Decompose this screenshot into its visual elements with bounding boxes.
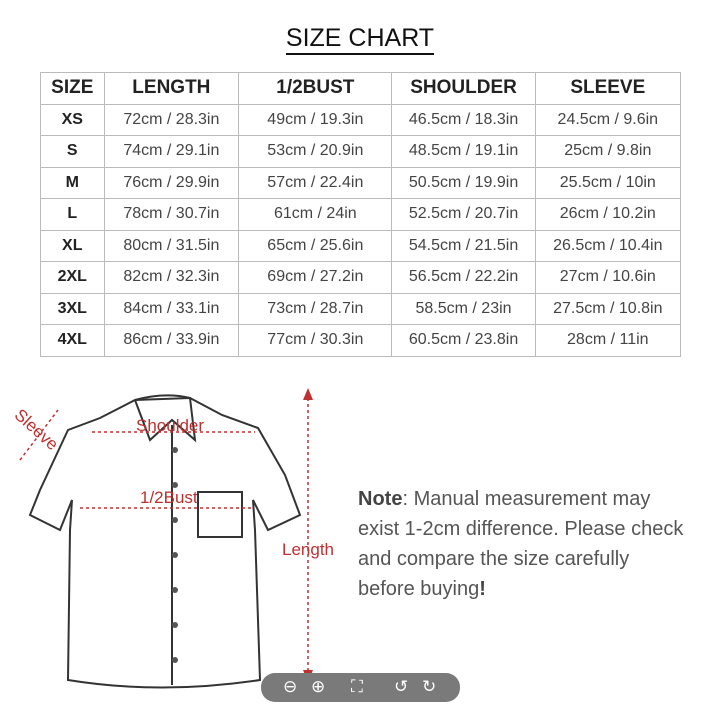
table-row: 3XL 84cm / 33.1in 73cm / 28.7in 58.5cm / 23… xyxy=(40,292,682,325)
column-header: 1/2BUST xyxy=(238,72,393,105)
size-cell: S xyxy=(40,135,105,168)
measurement-cell: 61cm / 24in xyxy=(238,198,393,231)
measurement-cell: 65cm / 25.6in xyxy=(238,229,393,262)
column-header: SHOULDER xyxy=(391,72,536,105)
page-title: SIZE CHART xyxy=(0,24,720,55)
measurement-cell: 80cm / 31.5in xyxy=(103,229,240,262)
measurement-cell: 60.5cm / 23.8in xyxy=(391,324,536,357)
measurement-cell: 57cm / 22.4in xyxy=(238,166,393,199)
measurement-cell: 28cm / 11in xyxy=(534,324,682,357)
size-chart-table: SIZE LENGTH 1/2BUST SHOULDER SLEEVE XS 72cm /… xyxy=(40,72,682,357)
measurement-cell: 76cm / 29.9in xyxy=(103,166,240,199)
size-cell: 4XL xyxy=(40,324,105,357)
image-viewer-toolbar: ⊖ ⊕ ⛶ ↺ ↻ xyxy=(261,673,460,702)
measurement-cell: 53cm / 20.9in xyxy=(238,135,393,168)
measurement-cell: 54.5cm / 21.5in xyxy=(391,229,536,262)
size-cell: 3XL xyxy=(40,292,105,325)
table-row: 2XL 82cm / 32.3in 69cm / 27.2in 56.5cm / 22… xyxy=(40,261,682,294)
length-label: Length xyxy=(282,540,334,559)
rotate-right-icon[interactable]: ↻ xyxy=(422,677,437,696)
size-cell: 2XL xyxy=(40,261,105,294)
measurement-cell: 77cm / 30.3in xyxy=(238,324,393,357)
measurement-cell: 73cm / 28.7in xyxy=(238,292,393,325)
size-cell: M xyxy=(40,166,105,199)
measurement-cell: 26.5cm / 10.4in xyxy=(534,229,682,262)
measurement-cell: 24.5cm / 9.6in xyxy=(534,103,682,136)
measurement-cell: 78cm / 30.7in xyxy=(103,198,240,231)
column-header: LENGTH xyxy=(103,72,240,105)
measurement-cell: 72cm / 28.3in xyxy=(103,103,240,136)
measurement-cell: 25cm / 9.8in xyxy=(534,135,682,168)
table-row: 4XL 86cm / 33.9in 77cm / 30.3in 60.5cm / 23… xyxy=(40,324,682,357)
measurement-cell: 50.5cm / 19.9in xyxy=(391,166,536,199)
column-header: SLEEVE xyxy=(534,72,682,105)
fullscreen-icon[interactable]: ⛶ xyxy=(351,677,363,696)
measurement-cell: 25.5cm / 10in xyxy=(534,166,682,199)
zoom-out-icon[interactable]: ⊖ xyxy=(283,677,298,696)
rotate-left-icon[interactable]: ↺ xyxy=(394,677,409,696)
table-row: S 74cm / 29.1in 53cm / 20.9in 48.5cm / 19.1… xyxy=(40,135,682,168)
size-cell: XS xyxy=(40,103,105,136)
measurement-cell: 82cm / 32.3in xyxy=(103,261,240,294)
table-header: SIZE LENGTH 1/2BUST SHOULDER SLEEVE xyxy=(40,72,682,105)
size-cell: XL xyxy=(40,229,105,262)
measurement-cell: 27cm / 10.6in xyxy=(534,261,682,294)
measurement-note: Note: Manual measurement may exist 1-2cm… xyxy=(358,488,684,600)
measurement-cell: 52.5cm / 20.7in xyxy=(391,198,536,231)
measurement-cell: 56.5cm / 22.2in xyxy=(391,261,536,294)
table-row: L 78cm / 30.7in 61cm / 24in 52.5cm / 20.7in… xyxy=(40,198,682,231)
zoom-in-icon[interactable]: ⊕ xyxy=(311,677,326,696)
measurement-cell: 84cm / 33.1in xyxy=(103,292,240,325)
table-row: XL 80cm / 31.5in 65cm / 25.6in 54.5cm / 21.… xyxy=(40,229,682,262)
measurement-cell: 48.5cm / 19.1in xyxy=(391,135,536,168)
measurement-cell: 46.5cm / 18.3in xyxy=(391,103,536,136)
measurement-cell: 27.5cm / 10.8in xyxy=(534,292,682,325)
column-header: SIZE xyxy=(40,72,105,105)
size-cell: L xyxy=(40,198,105,231)
measurement-cell: 58.5cm / 23in xyxy=(391,292,536,325)
bust-label: 1/2Bust xyxy=(140,488,198,507)
measurement-cell: 26cm / 10.2in xyxy=(534,198,682,231)
shirt-diagram xyxy=(19,388,313,689)
measurement-cell: 69cm / 27.2in xyxy=(238,261,393,294)
shoulder-label: Shoulder xyxy=(136,416,205,435)
measurement-cell: 86cm / 33.9in xyxy=(103,324,240,357)
table-row: XS 72cm / 28.3in 49cm / 19.3in 46.5cm / 18.… xyxy=(40,103,682,136)
measurement-cell: 74cm / 29.1in xyxy=(103,135,240,168)
measurement-cell: 49cm / 19.3in xyxy=(238,103,393,136)
table-row: M 76cm / 29.9in 57cm / 22.4in 50.5cm / 19.9… xyxy=(40,166,682,199)
shirt-outline xyxy=(28,396,302,689)
